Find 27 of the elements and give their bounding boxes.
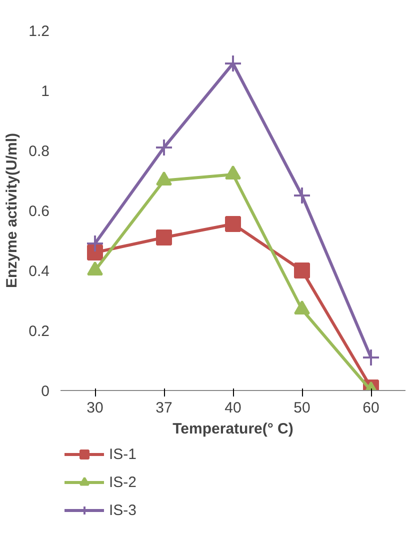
legend-label: IS-1 <box>109 446 137 462</box>
point <box>293 186 311 204</box>
point <box>224 54 242 72</box>
y-tick-label: 0.6 <box>28 203 50 220</box>
y-tick-label: 0.2 <box>28 323 50 340</box>
x-tick-label: 50 <box>294 400 310 416</box>
point <box>294 300 310 315</box>
y-tick-label: 1 <box>41 83 50 100</box>
x-tick-label: 60 <box>362 400 380 416</box>
point <box>294 262 310 278</box>
x-tick-label: 37 <box>156 400 172 416</box>
x-tick-label: 30 <box>86 400 104 416</box>
y-tick-label: 0.8 <box>28 143 50 160</box>
y-axis-title: Enzyme activity(U/ml) <box>4 132 21 288</box>
point <box>87 261 103 276</box>
legend-label: IS-3 <box>109 502 137 518</box>
point <box>225 216 241 232</box>
point <box>155 138 173 156</box>
x-tick-label: 40 <box>224 400 242 416</box>
y-tick-label: 0 <box>41 383 50 400</box>
legend-label: IS-2 <box>109 474 137 490</box>
x-axis-title: Temperature(° C) <box>172 420 294 438</box>
point <box>156 230 172 246</box>
y-tick-label: 1.2 <box>28 23 50 40</box>
point <box>87 244 103 260</box>
y-tick-label: 0.4 <box>28 263 50 280</box>
point <box>86 234 104 252</box>
